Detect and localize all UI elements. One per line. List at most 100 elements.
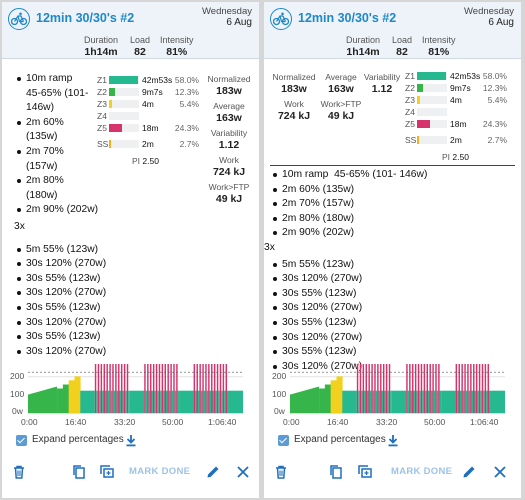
list-item: 5m 55% (123w) [14, 243, 244, 258]
list-item: 30s 120% (270w) [14, 316, 244, 331]
zone-row-z3: Z3 4m 5.4% [97, 99, 199, 109]
chart-interval-on [481, 364, 484, 413]
chart-interval-on [435, 364, 437, 413]
duplicate-icon[interactable] [99, 464, 115, 480]
close-icon[interactable] [492, 464, 508, 480]
chart-interval-on [414, 364, 417, 413]
expand-percentages-checkbox[interactable] [278, 435, 289, 446]
download-icon[interactable] [125, 434, 137, 447]
mark-done-button[interactable]: MARK DONE [391, 466, 453, 477]
metric-normalized-value: 183w [281, 83, 307, 95]
chart-interval-off [125, 390, 127, 413]
expand-percentages-checkbox[interactable] [16, 435, 27, 446]
list-item: 30s 55% (123w) [14, 301, 244, 316]
action-bar: MARK DONE [264, 457, 521, 487]
chart-interval-off [387, 390, 389, 413]
y-tick-label: 0w [12, 406, 23, 416]
chart-interval-on [196, 364, 198, 413]
chart-interval-on [219, 364, 222, 413]
chart-interval-off [224, 390, 226, 413]
zone-row-z2: Z2 9m7s 12.3% [405, 83, 507, 93]
chart-interval-off [113, 390, 116, 413]
chart-interval-on [371, 364, 373, 413]
chart-interval-off [128, 390, 130, 413]
chart-interval-off [381, 390, 383, 413]
chart-interval-on [202, 364, 204, 413]
chart-rest-segment [441, 390, 456, 413]
chart-interval-off [206, 390, 209, 413]
chart-interval-off [430, 390, 433, 413]
workout-description: 10m ramp 45-65% (101- 146w) 2m 60% (135w) 2… [14, 72, 104, 218]
chart-interval-off [212, 390, 214, 413]
chart-rest-segment [342, 390, 357, 413]
list-item: 5m 55% (123w) [270, 258, 515, 273]
list-item: 30s 55% (123w) [270, 345, 515, 360]
close-icon[interactable] [235, 464, 251, 480]
chart-interval-on [487, 364, 490, 413]
list-item: 30s 120% (270w) [270, 331, 515, 346]
chart-interval-on [205, 364, 207, 413]
x-tick-label: 0:00 [21, 417, 38, 427]
duplicate-icon[interactable] [357, 464, 373, 480]
chart-interval-on [461, 364, 463, 413]
chart-interval-off [174, 390, 177, 413]
download-icon[interactable] [387, 434, 399, 447]
mark-done-button[interactable]: MARK DONE [129, 466, 191, 477]
list-item: 2m 90% (202w) [14, 203, 104, 218]
chart-interval-off [468, 390, 471, 413]
metric-variability-value: 1.12 [371, 83, 393, 95]
chart-step-segment [68, 380, 75, 413]
zone-fill-bar [417, 136, 419, 144]
x-tick-label: 1:06:40 [208, 417, 237, 427]
list-item: 2m 60% (135w) [14, 116, 104, 145]
chart-interval-off [413, 390, 415, 413]
edit-icon[interactable] [461, 464, 477, 480]
chart-interval-off [221, 390, 223, 413]
zone-fill-bar [109, 124, 122, 132]
chart-interval-on [467, 364, 469, 413]
chart-interval-off [116, 390, 119, 413]
list-item: 30s 120% (270w) [270, 360, 515, 375]
copy-icon[interactable] [71, 464, 87, 480]
chart-interval-on [365, 364, 367, 413]
chart-interval-on [475, 364, 478, 413]
delete-icon[interactable] [273, 464, 289, 480]
chart-step-segment [336, 376, 343, 413]
workout-date: 6 Aug [226, 17, 252, 28]
chart-interval-off [428, 390, 430, 413]
list-item: 30s 120% (270w) [14, 257, 244, 272]
list-item: 2m 90% (202w) [270, 226, 515, 241]
expand-percentages-label[interactable]: Expand percentages [32, 434, 124, 445]
workout-day: Wednesday [202, 6, 252, 17]
metric-work-label: Work [219, 155, 239, 165]
expand-percentages-label[interactable]: Expand percentages [294, 434, 386, 445]
chart-interval-off [200, 390, 203, 413]
chart-interval-on [115, 364, 117, 413]
list-item: 10m ramp 45-65% (101- 146w) [14, 72, 104, 116]
edit-icon[interactable] [205, 464, 221, 480]
expand-percentages-row: Expand percentages [278, 434, 498, 448]
workout-title: 12min 30/30's #2 [298, 11, 397, 25]
chart-interval-off [157, 390, 159, 413]
metric-normalized-value: 183w [216, 85, 242, 97]
chart-interval-on [368, 364, 370, 413]
zone-row-z1: Z1 42m53s 58.0% [97, 75, 199, 85]
chart-interval-on [211, 364, 213, 413]
metric-normalized-label: Normalized [207, 74, 251, 84]
chart-interval-off [168, 390, 171, 413]
delete-icon[interactable] [11, 464, 27, 480]
chart-interval-on [97, 364, 100, 413]
list-item: 30s 55% (123w) [14, 330, 244, 345]
chart-ramp-segment [28, 386, 58, 413]
chart-interval-off [480, 390, 482, 413]
copy-icon[interactable] [328, 464, 344, 480]
chart-interval-on [455, 364, 458, 413]
chart-interval-off [433, 390, 436, 413]
chart-interval-on [406, 364, 408, 413]
chart-interval-off [358, 390, 360, 413]
metric-normalized-label: Normalized [272, 72, 316, 82]
chart-interval-off [477, 390, 479, 413]
chart-interval-on [147, 364, 149, 413]
chart-interval-off [107, 390, 110, 413]
action-bar: MARK DONE [2, 457, 259, 487]
